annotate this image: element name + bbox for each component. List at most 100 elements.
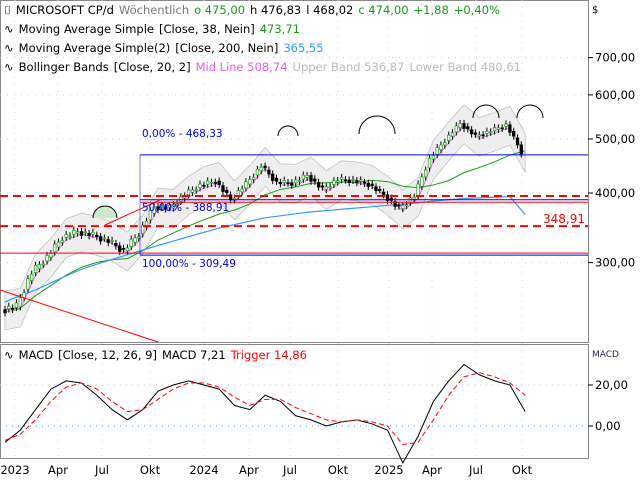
candle <box>412 196 416 200</box>
fib-100-label: 100,00% - 309,49 <box>142 258 236 270</box>
candle <box>244 181 248 189</box>
candle <box>271 173 275 181</box>
trigger-value: Trigger 14,86 <box>230 348 307 362</box>
candle <box>137 236 141 239</box>
candle <box>22 292 26 299</box>
fib-0-label: 0,00% - 468,33 <box>142 128 223 140</box>
ind-value: 365,55 <box>283 41 324 55</box>
candle <box>83 231 87 234</box>
pattern-arc <box>472 104 500 119</box>
change: +1,88 <box>413 3 449 17</box>
candle <box>515 137 520 146</box>
sma38-legend[interactable]: ∿ Moving Average Simple [Close, 38, Nein] 4… <box>4 22 305 36</box>
candle <box>221 185 225 192</box>
candle <box>420 176 424 187</box>
candle <box>102 237 107 240</box>
change-pct: +0,40% <box>453 3 500 17</box>
candle <box>45 255 49 262</box>
candle <box>485 130 489 134</box>
candle <box>286 182 290 184</box>
sma200-line <box>4 196 526 303</box>
candle <box>171 204 175 209</box>
candle <box>64 234 68 238</box>
candle <box>118 245 122 252</box>
symbol-legend: ⌷ MICROSOFT CP/d Wöchentlich o 475,00 h 476,… <box>4 3 505 18</box>
price-tick: 500,00 <box>595 132 635 146</box>
candle <box>450 132 455 137</box>
pattern-arc <box>358 115 396 135</box>
candle <box>141 224 145 235</box>
candle <box>156 206 160 210</box>
candle <box>282 179 286 183</box>
candle <box>274 177 279 182</box>
candle <box>496 127 501 130</box>
time-tick: Okt <box>512 463 533 477</box>
candle <box>385 194 390 202</box>
bollinger-band <box>4 104 526 331</box>
candle <box>26 278 30 290</box>
candle <box>301 174 305 180</box>
price-tick: 400,00 <box>595 186 635 200</box>
candle <box>37 264 42 269</box>
candle <box>225 189 229 193</box>
candle <box>404 204 409 207</box>
candle <box>500 127 504 130</box>
ind-params: [Close, 20, 2] <box>113 60 191 74</box>
pattern-arc <box>516 104 544 119</box>
candle <box>397 204 401 207</box>
candle <box>313 178 317 182</box>
candle <box>477 134 481 137</box>
candle <box>163 206 168 210</box>
candle <box>18 297 22 308</box>
candle <box>95 234 99 237</box>
candle <box>167 205 172 209</box>
symbol: MICROSOFT CP/d <box>15 3 114 17</box>
time-tick: Jul <box>94 463 109 477</box>
candle <box>508 124 512 133</box>
candle <box>489 131 493 134</box>
candle <box>87 233 91 237</box>
candle <box>72 229 76 235</box>
low: l 468,02 <box>306 3 354 17</box>
candle <box>267 169 271 175</box>
time-tick: Jul <box>468 463 483 477</box>
candle <box>347 179 351 183</box>
price-tick: 700,00 <box>595 51 635 65</box>
candle <box>316 181 321 188</box>
candle <box>259 166 263 171</box>
bollinger-legend[interactable]: ∿ Bollinger Bands [Close, 20, 2] Mid Line 5… <box>4 60 526 74</box>
candle <box>439 144 443 150</box>
candle <box>469 129 474 135</box>
candle <box>202 184 206 187</box>
candle <box>53 243 57 253</box>
candle <box>49 253 53 258</box>
candle <box>401 205 405 209</box>
candle <box>14 302 19 308</box>
candle <box>236 190 240 197</box>
time-tick: Apr <box>48 463 68 477</box>
trigger-line <box>4 372 526 445</box>
candle <box>98 236 103 242</box>
lower-band: Lower Band 480,61 <box>409 60 521 74</box>
candle <box>255 169 260 176</box>
candle <box>125 247 130 252</box>
macd-value: MACD 7,21 <box>161 348 226 362</box>
candle <box>198 183 202 188</box>
candle <box>351 179 355 181</box>
macd-axis-title: MACD <box>592 350 619 360</box>
macd-legend[interactable]: ∿ MACD [Close, 12, 26, 9] MACD 7,21 Trigger … <box>4 348 312 362</box>
candle <box>328 186 332 189</box>
time-tick: Apr <box>239 463 259 477</box>
candle <box>133 237 137 243</box>
candle <box>336 180 340 183</box>
candle <box>106 239 110 243</box>
candle <box>443 142 447 146</box>
interval: Wöchentlich <box>118 3 190 17</box>
candle <box>3 309 7 314</box>
sma200-legend[interactable]: ∿ Moving Average Simple(2) [Close, 200, Ne… <box>4 41 329 55</box>
candle <box>228 194 233 201</box>
candle <box>462 123 466 129</box>
time-tick: 2024 <box>189 463 218 477</box>
indicator-icon: ∿ <box>4 348 14 362</box>
